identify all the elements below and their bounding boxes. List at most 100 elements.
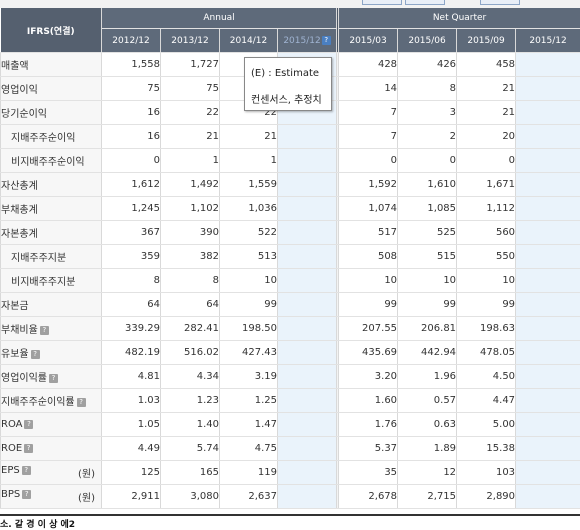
quarter-value-cell: 1,074 [339, 197, 398, 221]
quarter-value-cell [516, 197, 580, 221]
row-label[interactable]: EPS? (원) [1, 461, 102, 485]
quarter-value-cell [516, 365, 580, 389]
row-label[interactable]: BPS?(원) [1, 485, 102, 509]
annual-value-cell: 2,637 [220, 485, 278, 509]
annual-value-cell: 1.47 [220, 413, 278, 437]
quarter-value-cell: 0 [457, 149, 516, 173]
quarter-value-cell: 2 [398, 125, 457, 149]
annual-value-cell: 1,727 [161, 53, 220, 77]
quarter-col-header: 2015/12 [516, 29, 580, 53]
annual-value-cell: 99 [220, 293, 278, 317]
quarter-value-cell: 12 [398, 461, 457, 485]
row-label[interactable]: 영업이익률? [1, 365, 102, 389]
table-corner-header: IFRS(연결) [1, 8, 102, 53]
annual-value-cell: 359 [102, 245, 161, 269]
annual-value-cell: 125 [102, 461, 161, 485]
quarter-col-header: 2015/03 [339, 29, 398, 53]
info-icon[interactable]: ? [22, 466, 31, 475]
row-label-text: 자본총계 [1, 229, 38, 240]
info-icon[interactable]: ? [24, 420, 33, 429]
row-label[interactable]: ROA? [1, 413, 102, 437]
annual-value-cell: 4.34 [161, 365, 220, 389]
row-label-text: ROE [1, 443, 22, 454]
info-icon[interactable]: ? [22, 490, 31, 499]
annual-value-cell: 1,492 [161, 173, 220, 197]
row-label-text: 자산총계 [1, 181, 38, 192]
row-label[interactable]: ROE? [1, 437, 102, 461]
row-label-text: 지배주주순이익률 [1, 397, 75, 408]
annual-value-cell: 1,245 [102, 197, 161, 221]
annual-estimate-label: 2015/12 [283, 36, 320, 46]
toolbar-button[interactable] [405, 0, 445, 5]
quarter-value-cell: 1.60 [339, 389, 398, 413]
info-icon[interactable]: ? [31, 350, 40, 359]
quarter-value-cell: 478.05 [457, 341, 516, 365]
annual-value-cell [278, 269, 337, 293]
quarter-value-cell: 428 [339, 53, 398, 77]
annual-value-cell: 522 [220, 221, 278, 245]
info-icon[interactable]: ? [49, 374, 58, 383]
footer-note: 소. 같 경 이 상 에2 [0, 517, 75, 530]
quarter-value-cell [516, 485, 580, 509]
annual-value-cell: 282.41 [161, 317, 220, 341]
quarter-value-cell: 1,592 [339, 173, 398, 197]
toolbar-button[interactable] [362, 0, 402, 5]
annual-value-cell [278, 485, 337, 509]
quarter-value-cell [516, 413, 580, 437]
row-label[interactable]: 유보율? [1, 341, 102, 365]
annual-value-cell: 5.74 [161, 437, 220, 461]
annual-value-cell: 1.25 [220, 389, 278, 413]
quarter-value-cell: 21 [457, 77, 516, 101]
row-label[interactable]: 부채비율? [1, 317, 102, 341]
row-label: 지배주주순이익 [1, 125, 102, 149]
help-icon[interactable]: ? [322, 36, 331, 45]
annual-value-cell: 1,558 [102, 53, 161, 77]
row-label-text: 부채총계 [1, 205, 38, 216]
quarter-value-cell: 14 [339, 77, 398, 101]
annual-value-cell: 64 [161, 293, 220, 317]
annual-value-cell: 339.29 [102, 317, 161, 341]
quarter-value-cell: 35 [339, 461, 398, 485]
quarter-value-cell: 5.37 [339, 437, 398, 461]
annual-value-cell: 165 [161, 461, 220, 485]
quarter-value-cell: 5.00 [457, 413, 516, 437]
info-icon[interactable]: ? [40, 326, 49, 335]
quarter-value-cell: 0.57 [398, 389, 457, 413]
annual-value-cell: 4.49 [102, 437, 161, 461]
quarter-value-cell: 1.96 [398, 365, 457, 389]
info-icon[interactable]: ? [24, 444, 33, 453]
annual-value-cell: 427.43 [220, 341, 278, 365]
unit-label: (원) [78, 465, 95, 480]
row-label-text: 매출액 [1, 61, 29, 72]
quarter-value-cell: 442.94 [398, 341, 457, 365]
row-label[interactable]: 지배주주순이익률? [1, 389, 102, 413]
info-icon[interactable]: ? [77, 398, 86, 407]
row-label-text: EPS [1, 465, 20, 476]
row-label-text: 비지배주주순이익 [11, 157, 85, 168]
annual-value-cell: 1,102 [161, 197, 220, 221]
annual-estimate-col-header[interactable]: 2015/12? [278, 29, 337, 53]
annual-value-cell: 75 [161, 77, 220, 101]
annual-col-header: 2014/12 [220, 29, 278, 53]
toolbar-button[interactable] [480, 0, 520, 5]
annual-value-cell: 513 [220, 245, 278, 269]
row-label: 자본금 [1, 293, 102, 317]
annual-value-cell: 516.02 [161, 341, 220, 365]
annual-value-cell [278, 389, 337, 413]
quarter-value-cell [516, 389, 580, 413]
annual-value-cell: 10 [220, 269, 278, 293]
quarter-col-header: 2015/09 [457, 29, 516, 53]
quarter-value-cell: 1.89 [398, 437, 457, 461]
row-label-text: 영업이익률 [1, 373, 47, 384]
row-label-text: 당기순이익 [1, 109, 47, 120]
row-label: 영업이익 [1, 77, 102, 101]
annual-value-cell: 119 [220, 461, 278, 485]
